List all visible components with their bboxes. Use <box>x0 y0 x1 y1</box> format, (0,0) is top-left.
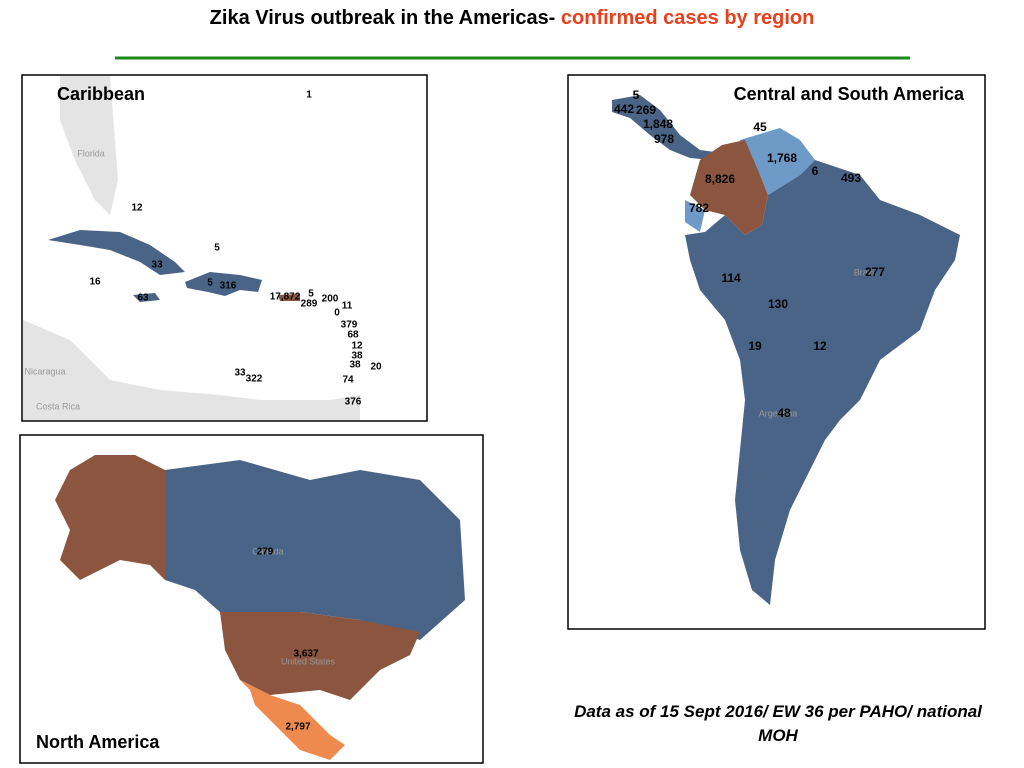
title-highlight: confirmed cases by region <box>560 7 815 29</box>
case-count: 74 <box>342 375 354 386</box>
title-text: Zika Virus outbreak in the Americas- <box>209 7 561 29</box>
case-count: 782 <box>689 201 709 215</box>
case-count: 493 <box>841 171 861 185</box>
case-count: 277 <box>865 265 885 279</box>
case-count: 5 <box>214 243 220 254</box>
north-america-map <box>19 434 484 764</box>
case-count: 33 <box>151 260 163 271</box>
case-count: 376 <box>345 397 362 408</box>
panel-title: Central and South America <box>734 84 965 104</box>
case-count: 12 <box>813 339 827 353</box>
case-count: 5 <box>633 88 640 102</box>
case-count: 48 <box>777 406 791 420</box>
place-label: Florida <box>77 148 105 158</box>
footnote: Data as of 15 Sept 2016/ EW 36 per PAHO/… <box>574 702 982 745</box>
case-count: 130 <box>768 297 788 311</box>
case-count: 5 <box>207 278 213 289</box>
case-count: 33 <box>234 368 246 379</box>
place-label: Argentina <box>759 408 798 418</box>
case-count: 19 <box>748 339 762 353</box>
case-count: 316 <box>220 281 237 292</box>
case-count: 5 <box>308 289 314 300</box>
case-count: 38 <box>351 351 363 362</box>
case-count: 114 <box>721 271 741 285</box>
slide-title: Zika Virus outbreak in the Americas- con… <box>162 4 862 32</box>
case-count: 1 <box>306 90 312 101</box>
place-label: United States <box>281 656 336 666</box>
case-count: 200 <box>322 294 339 305</box>
case-count: 0 <box>334 308 340 319</box>
case-count: 68 <box>347 330 359 341</box>
case-count: 1,848 <box>643 117 673 131</box>
case-count: 379 <box>341 320 358 331</box>
place-label: Brazil <box>854 267 877 277</box>
case-count: 1,768 <box>767 151 797 165</box>
case-count: 16 <box>89 277 101 288</box>
case-count: 289 <box>301 299 318 310</box>
case-count: 12 <box>131 203 143 214</box>
case-count: 8,826 <box>705 172 735 186</box>
case-count: 442 <box>614 102 634 116</box>
case-count: 17,872 <box>270 292 301 303</box>
case-count: 20 <box>370 362 382 373</box>
case-count: 63 <box>137 293 149 304</box>
place-label: Nicaragua <box>24 366 65 376</box>
south-america-map <box>567 74 986 630</box>
panel-title: Caribbean <box>57 84 145 104</box>
case-count: 12 <box>351 341 363 352</box>
case-count: 978 <box>654 132 674 146</box>
case-count: 2,797 <box>285 722 310 733</box>
caribbean-map <box>21 74 428 422</box>
case-count: 6 <box>812 164 819 178</box>
case-count: 279 <box>257 547 274 558</box>
case-count: 45 <box>753 120 767 134</box>
case-count: 322 <box>246 374 263 385</box>
place-label: Costa Rica <box>36 401 80 411</box>
case-count: 269 <box>636 103 656 117</box>
panel-title: North America <box>36 732 160 752</box>
case-count: 38 <box>349 360 361 371</box>
case-count: 11 <box>342 301 353 312</box>
case-count: 3,637 <box>293 649 318 660</box>
place-label: Canada <box>252 546 284 556</box>
